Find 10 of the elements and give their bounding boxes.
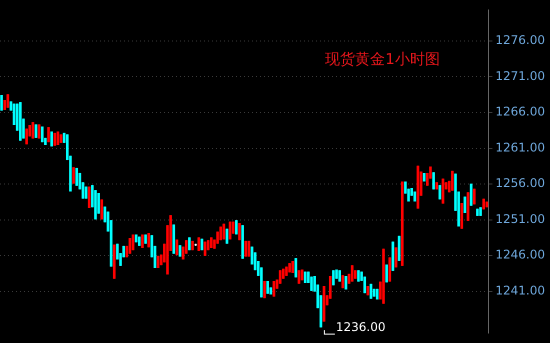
y-tick-label: 1266.00 — [495, 104, 545, 119]
y-tick-label: 1256.00 — [495, 176, 545, 190]
y-tick-label: 1271.00 — [495, 68, 545, 83]
y-tick-label: 1261.00 — [495, 140, 545, 154]
annotation: 1236.00 — [336, 320, 386, 334]
y-tick-label: 1251.00 — [495, 212, 545, 226]
text: 现货黄金1小时图 — [324, 50, 441, 69]
y-tick-label: 1276.00 — [495, 33, 545, 48]
y-tick-label: 1246.00 — [495, 248, 545, 262]
y-tick-label: 1241.00 — [495, 283, 545, 298]
